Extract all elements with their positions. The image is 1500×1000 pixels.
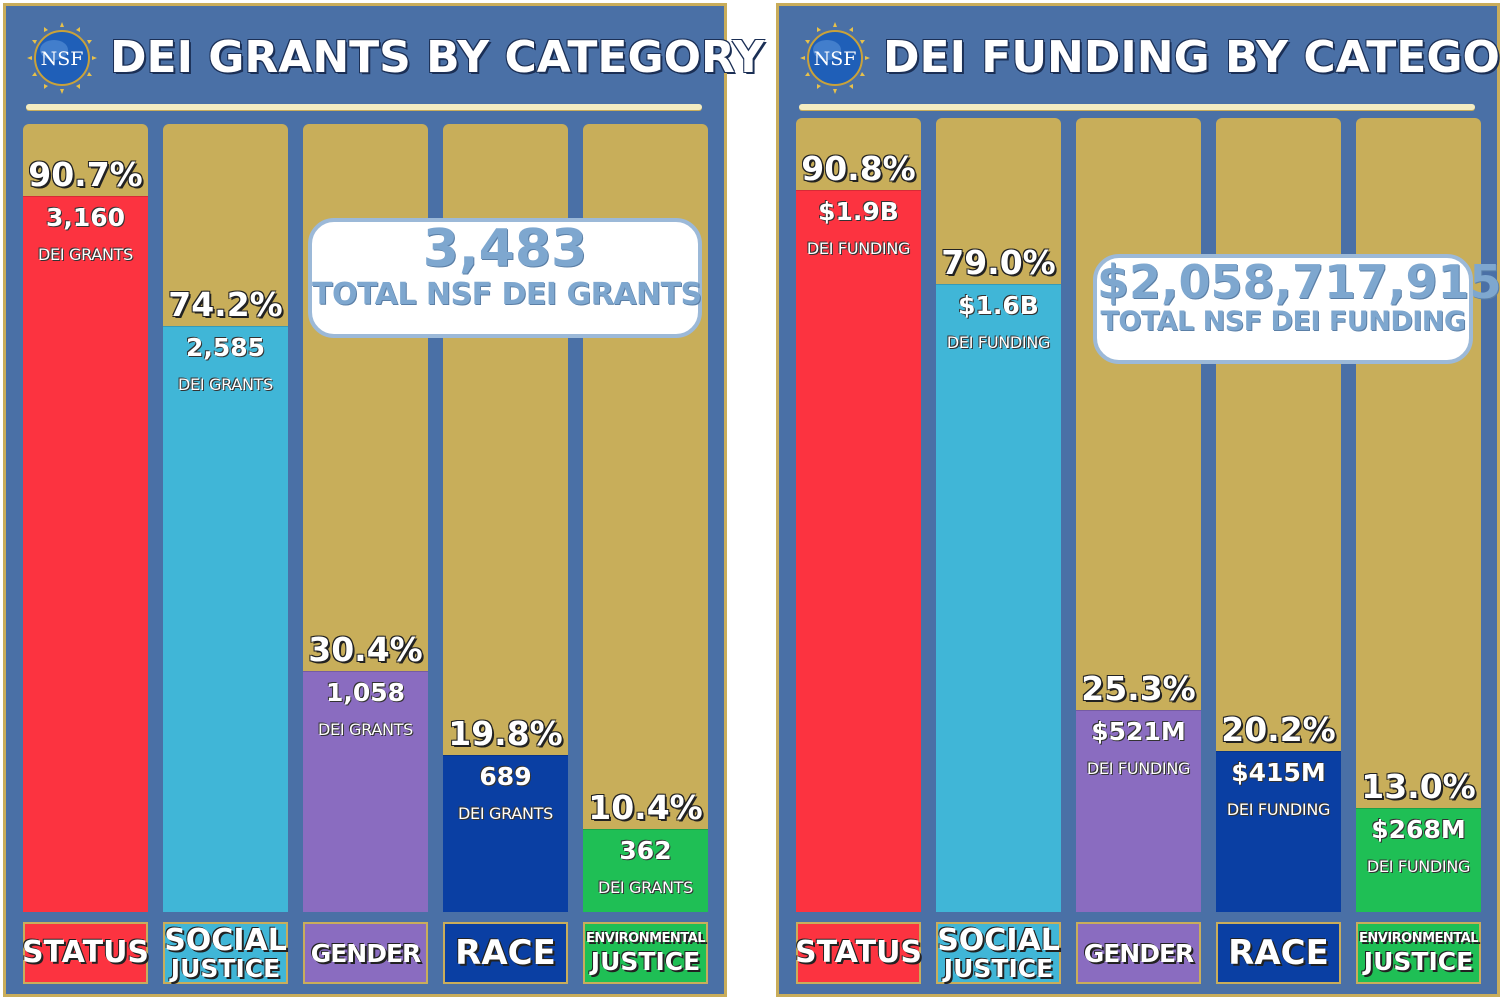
total-grants-label: TOTAL NSF DEI GRANTS: [312, 276, 702, 312]
bar-column-gender: 30.4% 1,058 DEI GRANTS: [303, 124, 428, 912]
unit-label: DEI GRANTS: [318, 720, 413, 739]
svg-text:NSF: NSF: [814, 48, 857, 70]
bar-column-status: 90.7% 3,160 DEI GRANTS: [23, 124, 148, 912]
bar-status: [796, 190, 921, 912]
category-label-status: STATUS: [795, 922, 922, 984]
category-label-gender: GENDER: [303, 922, 428, 984]
value-label: $1.6B: [958, 291, 1039, 320]
category-label-environmental-justice: ENVIRONMENTAL JUSTICE: [1356, 922, 1481, 984]
percent-label: 10.4%: [588, 788, 703, 827]
value-label: $268M: [1371, 815, 1466, 844]
bar-column-status: 90.8% $1.9B DEI FUNDING: [796, 118, 921, 912]
funding-panel: NSF DEI FUNDING BY CATEGORY 90.8% $1.9B DE…: [776, 3, 1500, 997]
percent-label: 30.4%: [308, 630, 423, 669]
bar-column-social-justice: 79.0% $1.6B DEI FUNDING: [936, 118, 1061, 912]
category-label-social-justice: SOCIAL JUSTICE: [936, 922, 1061, 984]
svg-text:NSF: NSF: [41, 48, 84, 70]
bar-social-justice: [163, 326, 288, 912]
total-grants-box: 3,483 TOTAL NSF DEI GRANTS: [308, 218, 702, 338]
percent-label: 79.0%: [941, 243, 1056, 282]
bar-column-race: 20.2% $415M DEI FUNDING: [1216, 118, 1341, 912]
value-label: 3,160: [45, 203, 126, 232]
value-label: 2,585: [185, 333, 266, 362]
percent-label: 13.0%: [1361, 767, 1476, 806]
category-label-environmental-justice: ENVIRONMENTAL JUSTICE: [583, 922, 708, 984]
bar-gender: [1076, 710, 1201, 912]
nsf-logo-icon: NSF: [800, 22, 870, 94]
value-label: 689: [479, 762, 532, 791]
bar-column-social-justice: 74.2% 2,585 DEI GRANTS: [163, 124, 288, 912]
grants-panel: NSF DEI GRANTS BY CATEGORY 90.7% 3,160 DEI…: [3, 3, 764, 997]
bar-environmental-justice: [1356, 808, 1481, 912]
bar-column-gender: 25.3% $521M DEI FUNDING: [1076, 118, 1201, 912]
total-funding-value: $2,058,717,915: [1097, 255, 1500, 309]
value-label: 362: [619, 836, 672, 865]
unit-label: DEI FUNDING: [1086, 759, 1191, 778]
percent-label: 19.8%: [448, 714, 563, 753]
unit-label: DEI FUNDING: [1366, 857, 1471, 876]
unit-label: DEI FUNDING: [1226, 800, 1331, 819]
value-label: $1.9B: [818, 197, 899, 226]
chart-title: DEI GRANTS BY CATEGORY: [110, 32, 765, 83]
unit-label: DEI GRANTS: [458, 804, 553, 823]
bar-environmental-justice: [583, 829, 708, 912]
chart-title: DEI FUNDING BY CATEGORY: [883, 32, 1500, 83]
value-label: $415M: [1231, 758, 1326, 787]
category-label-status: STATUS: [22, 922, 149, 984]
unit-label: DEI FUNDING: [946, 333, 1051, 352]
unit-label: DEI GRANTS: [38, 245, 133, 264]
value-label: 1,058: [325, 678, 406, 707]
total-funding-box: $2,058,717,915 TOTAL NSF DEI FUNDING: [1093, 254, 1500, 364]
bar-column-environmental-justice: 13.0% $268M DEI FUNDING: [1356, 118, 1481, 912]
bar-status: [23, 196, 148, 912]
bar-race: [1216, 751, 1341, 912]
percent-label: 74.2%: [168, 285, 283, 324]
percent-label: 90.7%: [28, 155, 143, 194]
category-label-race: RACE: [443, 922, 568, 984]
bar-social-justice: [936, 284, 1061, 912]
percent-label: 25.3%: [1081, 669, 1196, 708]
bar-race: [443, 755, 568, 912]
title-divider: [26, 104, 702, 110]
nsf-logo-icon: NSF: [27, 22, 97, 94]
percent-label: 20.2%: [1221, 710, 1336, 749]
percent-label: 90.8%: [801, 149, 916, 188]
unit-label: DEI GRANTS: [178, 375, 273, 394]
title-divider: [799, 104, 1475, 110]
total-funding-label: TOTAL NSF DEI FUNDING: [1100, 306, 1466, 338]
total-grants-value: 3,483: [422, 219, 588, 279]
category-label-race: RACE: [1216, 922, 1341, 984]
unit-label: DEI GRANTS: [598, 878, 693, 897]
category-label-social-justice: SOCIAL JUSTICE: [163, 922, 288, 984]
bar-gender: [303, 671, 428, 912]
category-label-gender: GENDER: [1076, 922, 1201, 984]
value-label: $521M: [1091, 717, 1186, 746]
unit-label: DEI FUNDING: [806, 239, 911, 258]
